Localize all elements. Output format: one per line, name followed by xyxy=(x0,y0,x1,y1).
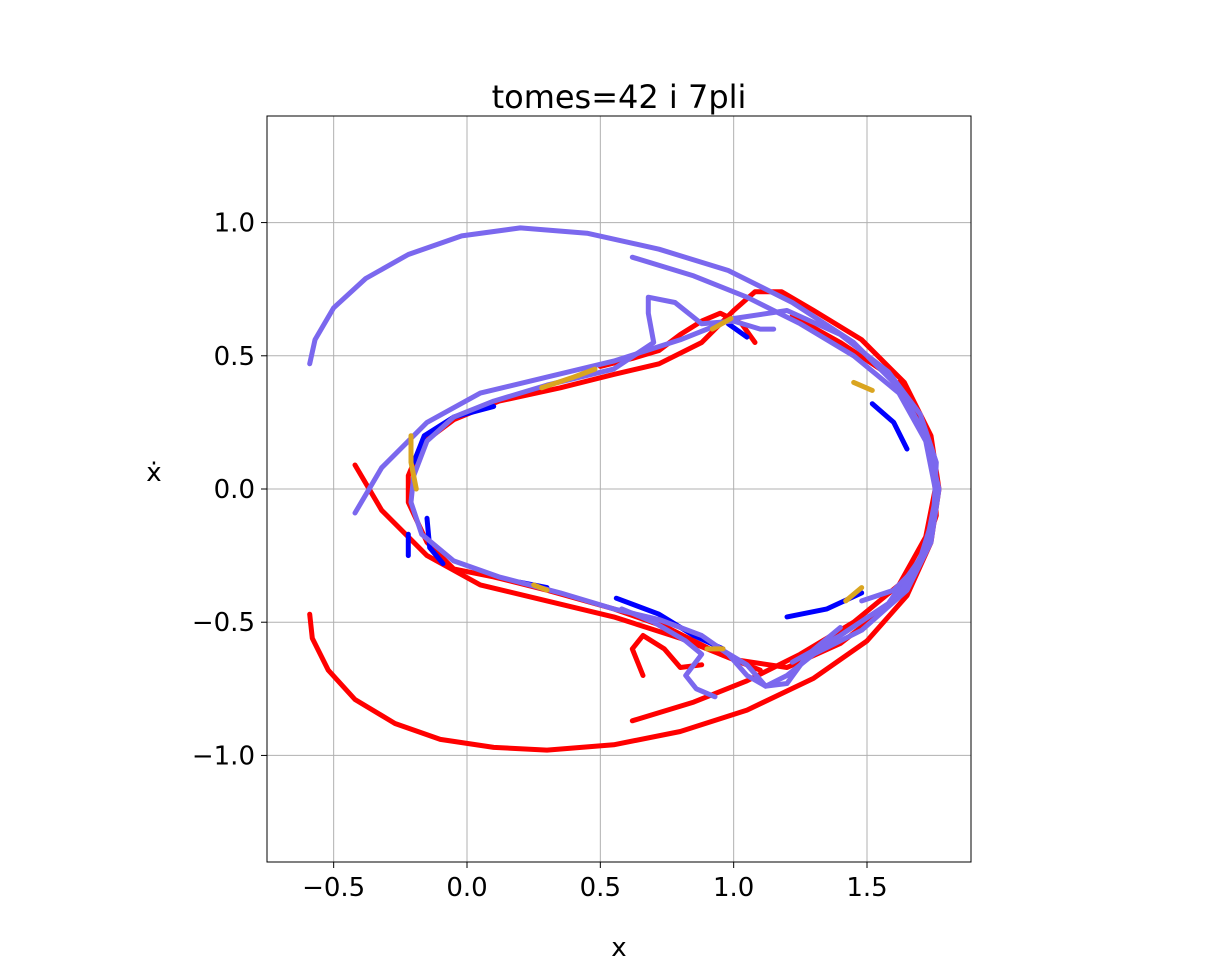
x-axis-label: x xyxy=(611,933,626,963)
trajectory-segment xyxy=(307,289,942,753)
x-tick-label: −0.5 xyxy=(302,873,365,903)
trajectory-segment xyxy=(859,566,918,604)
y-tick-label: −0.5 xyxy=(192,608,255,638)
x-tick-label: 0.5 xyxy=(580,873,621,903)
grid xyxy=(267,116,971,862)
y-tick-label: 1.0 xyxy=(214,209,255,239)
y-axis-label: ẋ xyxy=(146,458,161,488)
y-tick-label: 0.5 xyxy=(214,342,255,372)
trajectory-segment xyxy=(408,433,419,492)
trajectory-segment xyxy=(619,606,718,700)
y-axis-ticks: −1.0 −0.5 0.0 0.5 1.0 xyxy=(192,209,267,771)
x-tick-label: 1.5 xyxy=(846,873,887,903)
series-1 xyxy=(405,321,910,652)
trajectory-segment xyxy=(629,633,705,678)
trajectory-segment xyxy=(717,625,843,689)
trajectory-segment xyxy=(869,401,910,452)
trajectory-segment xyxy=(531,582,550,593)
plot-area xyxy=(307,225,942,753)
trajectory-segment xyxy=(629,254,939,599)
trajectory-segment xyxy=(539,366,598,391)
series-2 xyxy=(307,225,942,700)
trajectory-segment xyxy=(424,515,446,567)
trajectory-segment xyxy=(843,585,865,604)
trajectory-segment xyxy=(851,379,875,393)
chart-title: tomes=42 i 7pli xyxy=(492,78,747,116)
trajectory-segment xyxy=(629,379,939,724)
x-axis-ticks: −0.5 0.0 0.5 1.0 1.5 xyxy=(302,862,888,903)
trajectory-segment xyxy=(307,225,942,689)
series-layer xyxy=(307,225,942,753)
series-3 xyxy=(408,316,875,652)
trajectory-segment xyxy=(725,321,750,340)
y-tick-label: 0.0 xyxy=(214,475,255,505)
trajectory-segment xyxy=(709,316,734,332)
y-tick-label: −1.0 xyxy=(192,741,255,771)
x-tick-label: 1.0 xyxy=(713,873,754,903)
x-tick-label: 0.0 xyxy=(446,873,487,903)
